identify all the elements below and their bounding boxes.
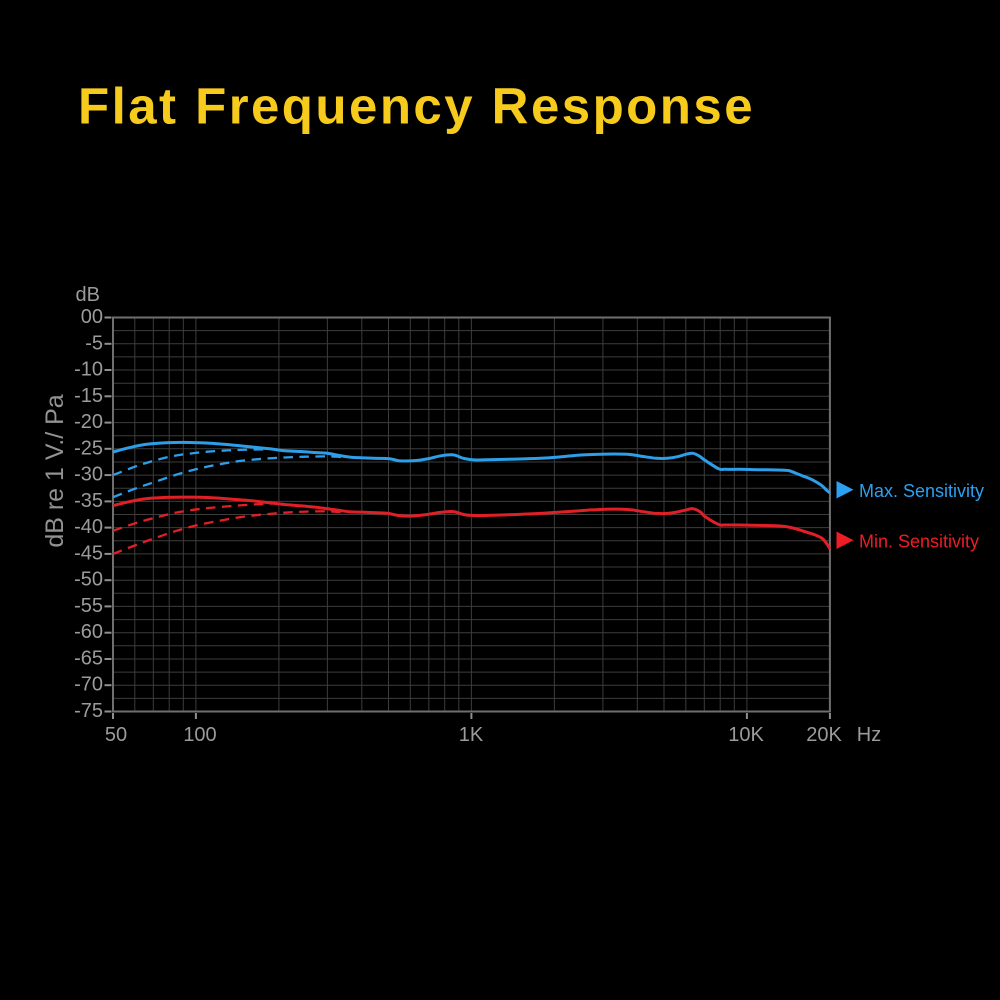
svg-text:-55: -55 [74, 595, 103, 617]
svg-text:-15: -15 [74, 385, 103, 407]
svg-text:-25: -25 [74, 437, 103, 459]
svg-text:00: 00 [81, 306, 103, 328]
svg-text:20K: 20K [806, 724, 842, 746]
svg-text:-50: -50 [74, 569, 103, 591]
svg-text:100: 100 [183, 724, 216, 746]
svg-text:-45: -45 [74, 542, 103, 564]
svg-text:-35: -35 [74, 490, 103, 512]
svg-text:dB re 1 V./ Pa: dB re 1 V./ Pa [41, 394, 69, 547]
svg-text:-75: -75 [74, 700, 103, 722]
svg-text:-65: -65 [74, 648, 103, 670]
svg-text:10K: 10K [728, 724, 764, 746]
svg-text:-20: -20 [74, 411, 103, 433]
svg-text:Min. Sensitivity: Min. Sensitivity [859, 532, 979, 552]
svg-text:Hz: Hz [857, 724, 881, 746]
svg-text:Flat Frequency Response: Flat Frequency Response [78, 78, 755, 135]
svg-text:-5: -5 [85, 332, 103, 354]
svg-text:-60: -60 [74, 621, 103, 643]
svg-text:dB: dB [76, 284, 100, 306]
svg-text:-30: -30 [74, 464, 103, 486]
svg-text:-70: -70 [74, 674, 103, 696]
svg-text:50: 50 [105, 724, 127, 746]
svg-text:Max. Sensitivity: Max. Sensitivity [859, 481, 984, 501]
svg-text:1K: 1K [459, 724, 484, 746]
svg-text:-10: -10 [74, 359, 103, 381]
svg-text:-40: -40 [74, 516, 103, 538]
